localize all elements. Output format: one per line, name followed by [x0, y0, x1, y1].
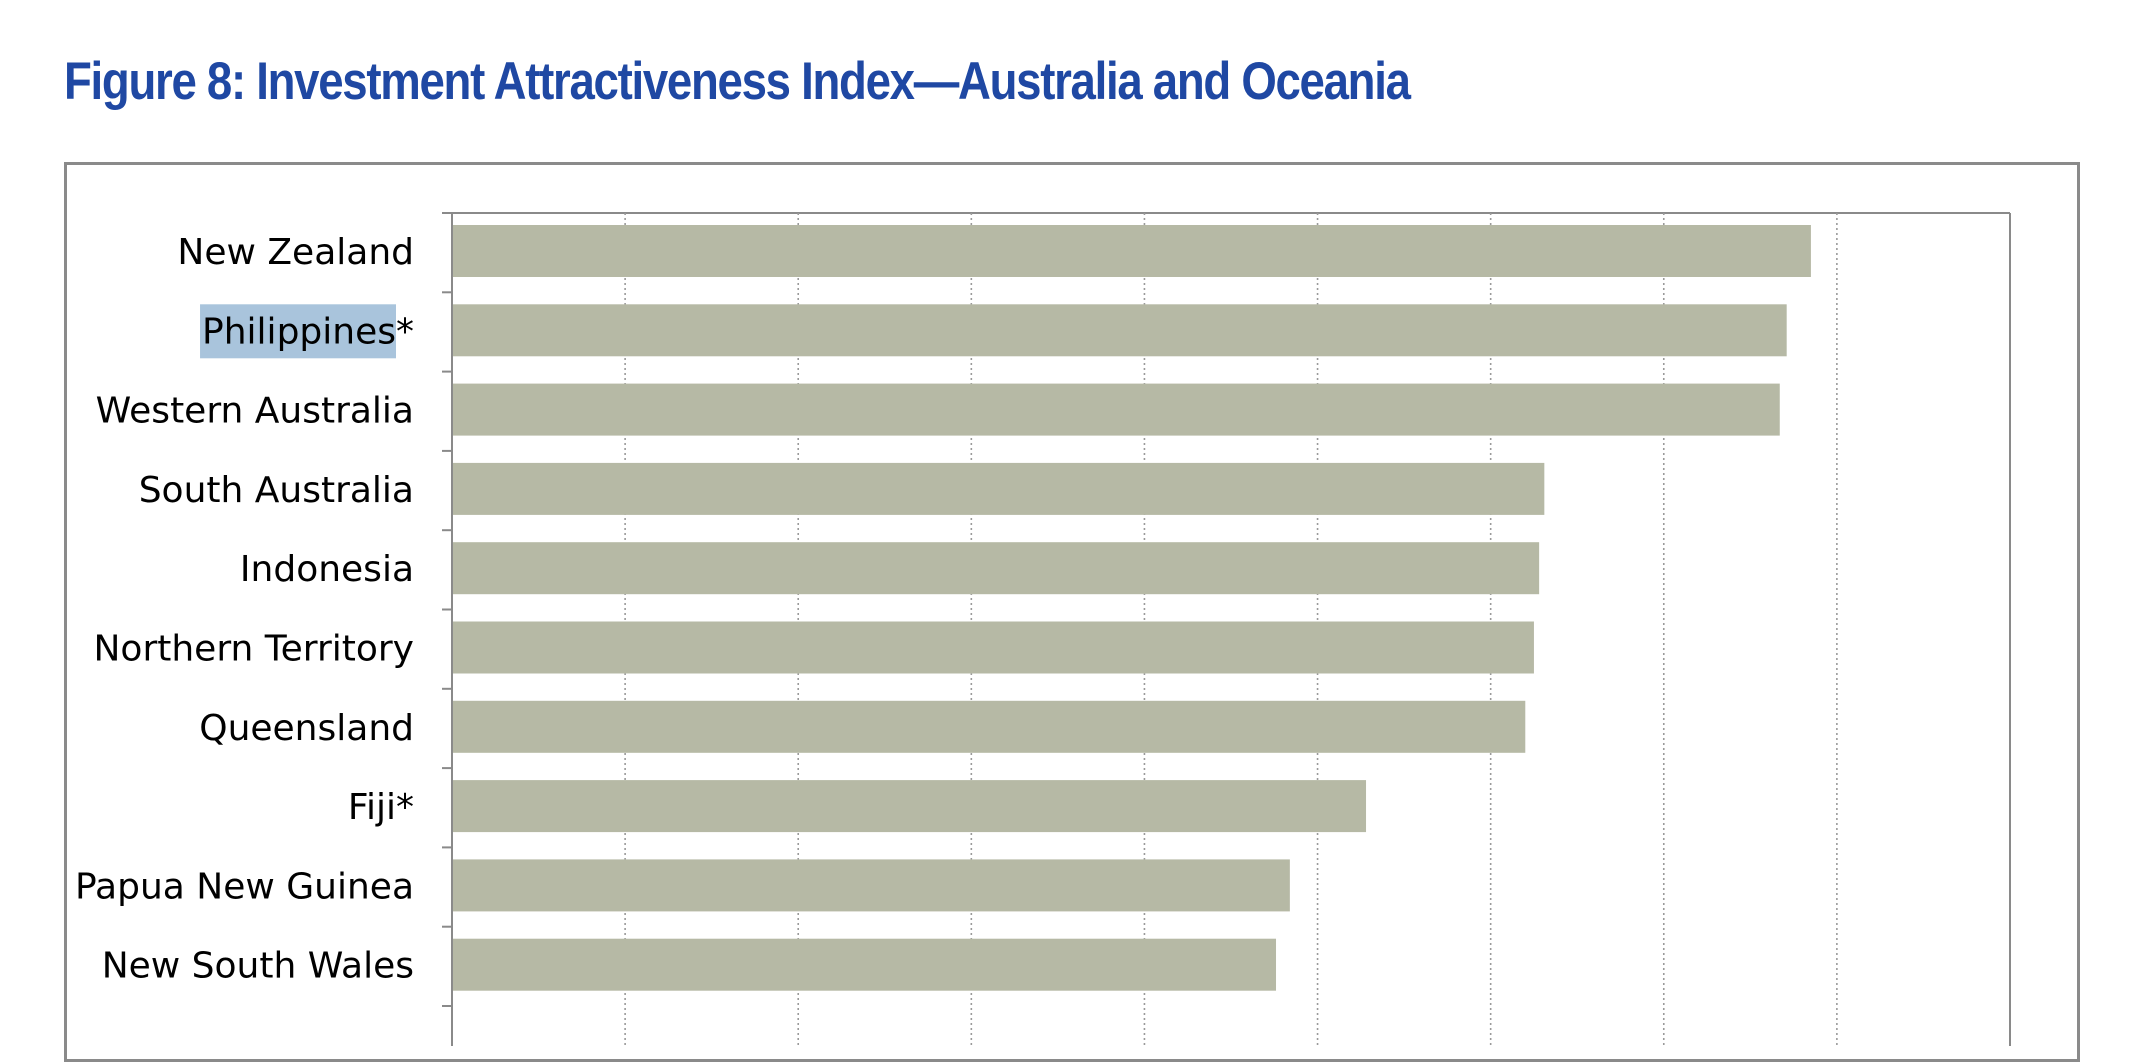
bar	[453, 780, 1367, 833]
y-tick-label: New Zealand	[177, 232, 414, 273]
y-tick-label: Philippines*	[202, 311, 414, 352]
y-tick-label: Papua New Guinea	[75, 866, 414, 907]
y-tick-label: Northern Territory	[93, 629, 414, 670]
bar	[453, 938, 1277, 991]
y-tick-label: Queensland	[199, 708, 414, 749]
bar	[453, 542, 1540, 595]
bar	[453, 700, 1526, 753]
bar	[453, 621, 1534, 674]
y-tick-label: New South Wales	[102, 946, 414, 987]
chart-frame: New Zealand Philippines* Western Australia…	[64, 162, 2080, 1062]
bar	[453, 304, 1787, 357]
y-tick-label: Western Australia	[96, 391, 414, 432]
bar	[453, 859, 1290, 912]
text-selection-highlight	[200, 304, 396, 359]
bar	[453, 462, 1545, 515]
y-tick-label: South Australia	[139, 470, 414, 511]
bar	[453, 383, 1780, 436]
bar	[453, 225, 1811, 277]
page-title: Figure 8: Investment Attractiveness Inde…	[64, 52, 1411, 111]
y-tick-label: Fiji*	[348, 787, 414, 828]
bar-chart: New Zealand Philippines* Western Australia…	[75, 212, 2011, 1046]
y-tick-label: Indonesia	[240, 549, 414, 590]
